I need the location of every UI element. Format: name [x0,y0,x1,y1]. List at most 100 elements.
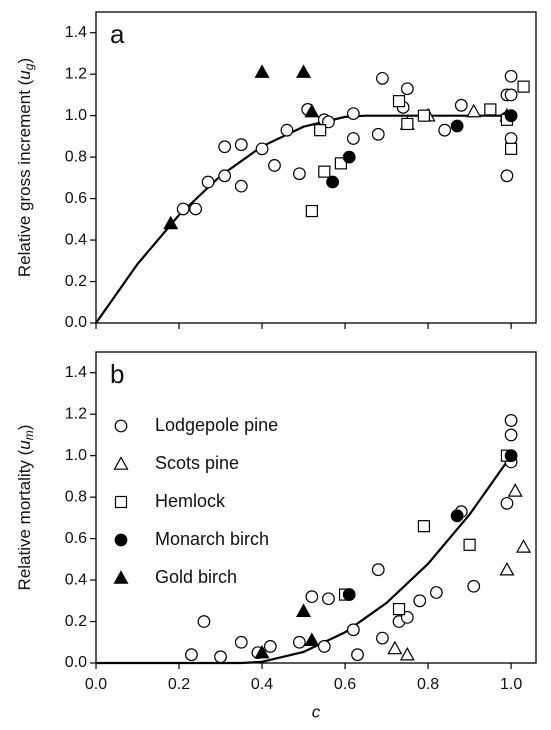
point [371,127,385,141]
point [234,179,248,193]
point [304,632,320,646]
y-tick-label: 0.0 [65,654,87,671]
legend-label: Hemlock [155,491,226,511]
point [322,592,335,606]
y-tick-label: 1.4 [65,364,87,381]
point [317,640,331,653]
point [504,428,518,442]
point [218,169,232,183]
y-axis-label-part: m [22,430,36,440]
point [305,204,318,218]
y-tick-label: 1.2 [65,65,87,82]
x-tick-label: 0.6 [334,676,356,693]
point [417,520,431,533]
panel-label: a [110,19,125,49]
legend-label: Scots pine [155,453,239,473]
point [342,588,356,601]
point [504,69,518,83]
point [500,169,514,183]
point [376,71,389,85]
point [185,648,198,662]
x-tick-label: 0.0 [85,676,107,693]
fit-curve [95,114,512,324]
point [500,496,514,510]
legend-label: Monarch birch [155,529,269,549]
y-axis-label-part: Relative gross increment ( [15,79,34,277]
point [484,103,497,116]
legend: Lodgepole pine Scots pine Hemlock Monarch b… [113,415,278,587]
point [296,603,312,617]
point [305,590,319,604]
point [504,142,518,155]
plot-frame [95,11,537,324]
fit-curve [96,455,512,665]
y-axis-label-part: Relative mortality ( [15,449,34,590]
point [234,138,248,152]
point [268,159,281,172]
point [387,640,403,655]
point [292,635,306,649]
point [254,64,270,78]
y-tick-label: 0.8 [65,488,87,505]
point [176,202,190,216]
y-tick-label: 1.2 [65,405,87,422]
point [504,88,518,102]
point [292,167,306,181]
point [516,539,532,553]
point [163,215,179,230]
point [255,142,269,156]
point [466,103,482,118]
y-tick-label: 0.0 [65,314,87,331]
y-tick-label: 0.6 [65,530,87,547]
point [417,109,431,122]
legend-label: Lodgepole pine [155,415,278,435]
y-axis-label: Relative mortality (um) [15,425,36,591]
x-tick-label: 0.8 [417,676,439,693]
legend-marker [114,495,128,509]
point [504,109,518,123]
point [517,80,530,93]
point [334,157,348,170]
point [467,579,481,593]
point [371,563,385,577]
point [376,631,389,645]
point [392,602,406,616]
point [280,123,294,137]
point [304,103,320,118]
point [499,561,515,576]
legend-marker [114,419,128,433]
y-tick-label: 0.8 [65,148,87,165]
y-tick-label: 0.6 [65,190,87,207]
point [296,64,312,78]
legend-marker [113,570,129,584]
y-tick-label: 1.4 [65,24,87,41]
point [189,202,203,216]
panel-label: b [110,359,124,389]
y-tick-label: 0.2 [65,273,87,290]
y-tick-label: 1.0 [65,447,87,464]
y-axis-label-part: u [15,70,34,80]
point [463,538,476,551]
point [346,623,360,637]
point [401,117,414,131]
point [318,165,331,178]
point [400,82,414,96]
y-tick-label: 0.4 [65,231,87,248]
point [234,635,248,649]
point [326,175,340,189]
point [504,414,518,427]
point [454,98,468,112]
y-axis-label-part: g [22,63,36,70]
point [413,594,427,608]
point [450,509,464,523]
point [504,449,518,463]
point [263,640,277,653]
legend-marker [114,533,128,547]
point [429,586,443,599]
point [201,175,215,189]
legend-label: Gold birch [155,567,237,587]
point [342,150,356,164]
point [218,140,232,154]
y-tick-label: 1.0 [65,107,87,124]
